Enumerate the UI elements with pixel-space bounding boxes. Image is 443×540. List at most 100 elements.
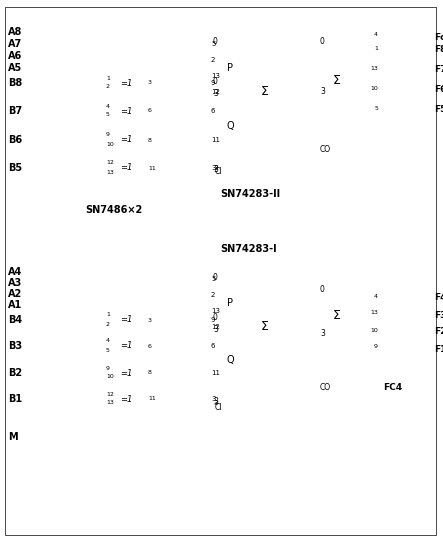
Text: F6: F6 bbox=[434, 85, 443, 94]
Text: =1: =1 bbox=[120, 315, 132, 325]
Text: B5: B5 bbox=[8, 163, 22, 173]
Text: 6: 6 bbox=[211, 343, 215, 349]
Text: F4: F4 bbox=[434, 294, 443, 302]
Text: =1: =1 bbox=[120, 341, 132, 350]
Text: 5: 5 bbox=[106, 112, 110, 118]
Text: CO: CO bbox=[320, 145, 331, 153]
Text: 3: 3 bbox=[148, 80, 152, 85]
Text: 9: 9 bbox=[106, 132, 110, 138]
Text: Fc8: Fc8 bbox=[434, 32, 443, 42]
Text: 10: 10 bbox=[106, 141, 114, 146]
Text: A8: A8 bbox=[8, 27, 23, 37]
Text: A6: A6 bbox=[8, 51, 22, 61]
Text: A7: A7 bbox=[8, 39, 22, 49]
Text: 13: 13 bbox=[211, 308, 220, 314]
Text: A5: A5 bbox=[8, 63, 22, 73]
Text: 5: 5 bbox=[374, 105, 378, 111]
Text: 11: 11 bbox=[148, 165, 156, 171]
Text: SN7486×2: SN7486×2 bbox=[85, 205, 142, 215]
Text: A4: A4 bbox=[8, 267, 22, 277]
Bar bbox=[105, 159, 147, 176]
Bar bbox=[210, 22, 305, 180]
Text: =1: =1 bbox=[120, 136, 132, 145]
Text: 13: 13 bbox=[106, 170, 114, 174]
Bar bbox=[105, 364, 147, 381]
Text: 9: 9 bbox=[106, 366, 110, 370]
Text: 0: 0 bbox=[213, 314, 218, 322]
Text: F5: F5 bbox=[434, 105, 443, 114]
Text: 11: 11 bbox=[211, 370, 220, 376]
Text: 1: 1 bbox=[374, 45, 378, 51]
Text: 11: 11 bbox=[211, 137, 220, 143]
Text: 13: 13 bbox=[211, 73, 220, 79]
Bar bbox=[105, 74, 147, 91]
Text: 3: 3 bbox=[320, 329, 325, 339]
Text: 0: 0 bbox=[320, 37, 325, 46]
Text: =1: =1 bbox=[120, 395, 132, 403]
Text: 3: 3 bbox=[213, 165, 218, 174]
Text: Σ: Σ bbox=[333, 73, 341, 86]
Text: A2: A2 bbox=[8, 289, 22, 299]
Text: =1: =1 bbox=[120, 368, 132, 377]
Text: 0: 0 bbox=[213, 37, 218, 46]
Text: 6: 6 bbox=[148, 343, 152, 348]
Text: 13: 13 bbox=[106, 401, 114, 406]
Text: FC4: FC4 bbox=[383, 382, 402, 392]
Text: B8: B8 bbox=[8, 78, 22, 88]
Text: 1: 1 bbox=[106, 313, 110, 318]
Text: B4: B4 bbox=[8, 315, 22, 325]
Text: 12: 12 bbox=[211, 89, 220, 95]
Text: F1: F1 bbox=[434, 345, 443, 354]
Text: 8: 8 bbox=[148, 138, 152, 143]
Text: 0: 0 bbox=[213, 273, 218, 281]
Text: F2: F2 bbox=[434, 327, 443, 336]
Text: 2: 2 bbox=[106, 84, 110, 90]
Text: 10: 10 bbox=[370, 327, 378, 333]
Text: 5: 5 bbox=[211, 41, 215, 47]
Text: 8: 8 bbox=[148, 370, 152, 375]
Text: =1: =1 bbox=[120, 106, 132, 116]
Text: B7: B7 bbox=[8, 106, 22, 116]
Text: 12: 12 bbox=[211, 324, 220, 330]
Text: Q: Q bbox=[226, 120, 234, 131]
Bar bbox=[315, 280, 380, 395]
Text: 4: 4 bbox=[106, 104, 110, 109]
Text: 3: 3 bbox=[213, 165, 218, 171]
Text: F7: F7 bbox=[434, 65, 443, 75]
Text: 13: 13 bbox=[370, 310, 378, 315]
Text: 0: 0 bbox=[320, 286, 325, 294]
Text: M: M bbox=[8, 432, 18, 442]
Text: A3: A3 bbox=[8, 278, 22, 288]
Text: 0: 0 bbox=[213, 77, 218, 85]
Text: 9: 9 bbox=[374, 345, 378, 349]
Bar bbox=[105, 311, 147, 328]
Text: 3: 3 bbox=[213, 400, 218, 406]
Text: 5: 5 bbox=[106, 348, 110, 353]
Text: Σ: Σ bbox=[261, 85, 269, 98]
Bar bbox=[315, 32, 380, 157]
Text: F3: F3 bbox=[434, 310, 443, 320]
Text: 1: 1 bbox=[106, 76, 110, 80]
Text: CI: CI bbox=[215, 167, 222, 177]
Text: 3: 3 bbox=[213, 325, 218, 334]
Text: 9: 9 bbox=[211, 80, 215, 86]
Bar bbox=[105, 102, 147, 119]
Text: 3: 3 bbox=[148, 318, 152, 322]
Text: 11: 11 bbox=[148, 396, 156, 402]
Text: 2: 2 bbox=[211, 292, 215, 298]
Text: P: P bbox=[227, 63, 233, 73]
Text: 9: 9 bbox=[211, 317, 215, 323]
Text: 10: 10 bbox=[106, 375, 114, 380]
Text: 2: 2 bbox=[106, 321, 110, 327]
Text: 3: 3 bbox=[320, 87, 325, 97]
Bar bbox=[105, 337, 147, 354]
Text: SN74283-I: SN74283-I bbox=[220, 244, 276, 254]
Text: P: P bbox=[227, 298, 233, 308]
Text: 6: 6 bbox=[148, 109, 152, 113]
Text: SN74283-II: SN74283-II bbox=[220, 189, 280, 199]
Text: 3: 3 bbox=[211, 165, 215, 171]
Text: A1: A1 bbox=[8, 300, 22, 310]
Bar bbox=[210, 257, 305, 415]
Text: 4: 4 bbox=[374, 294, 378, 299]
Text: =1: =1 bbox=[120, 164, 132, 172]
